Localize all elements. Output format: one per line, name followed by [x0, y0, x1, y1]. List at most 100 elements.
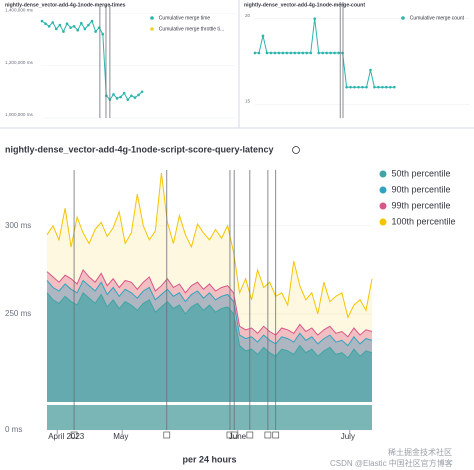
point: [269, 51, 273, 55]
annotation-marker: [163, 431, 171, 439]
y-tick-label: 1,400,000 ms: [5, 7, 34, 12]
point: [385, 85, 388, 89]
annotation-marker: [264, 431, 272, 439]
point: [257, 51, 261, 55]
line: [46, 291, 373, 359]
point: [261, 34, 265, 38]
annotation-marker: [246, 431, 254, 439]
point: [289, 51, 293, 55]
chart-title: nightly-dense_vector-add-4g-1node-merge-…: [5, 2, 126, 8]
legend-swatch: [401, 16, 405, 20]
point: [87, 23, 90, 27]
point: [115, 97, 119, 100]
point: [357, 85, 360, 89]
legend-label: 99th percentile: [392, 200, 451, 210]
point: [40, 19, 44, 23]
legend-swatch: [150, 27, 154, 31]
x-tick-label: May: [113, 432, 128, 441]
point: [126, 98, 130, 101]
x-axis-label: per 24 hours: [182, 454, 236, 464]
legend-swatch: [379, 186, 387, 194]
point: [317, 51, 321, 55]
point: [112, 93, 115, 96]
point: [301, 51, 305, 55]
legend-swatch: [379, 170, 387, 178]
point: [140, 90, 144, 94]
point: [58, 23, 62, 27]
x-tick-label: July: [341, 432, 355, 441]
point: [253, 51, 257, 55]
point: [309, 51, 313, 55]
point: [293, 51, 297, 55]
line: [46, 268, 373, 338]
point: [281, 51, 285, 55]
legend-label: Cumulative merge time: [159, 15, 211, 21]
point: [329, 51, 332, 55]
legend-swatch: [379, 202, 387, 210]
point: [137, 93, 140, 97]
point: [94, 30, 97, 33]
annotation-marker: [272, 431, 280, 439]
y-tick-label: 0 ms: [5, 425, 22, 434]
watermark: CSDN @Elastic 中国社区官方博客: [330, 458, 453, 468]
legend-label: 50th percentile: [392, 168, 451, 178]
point: [313, 17, 317, 20]
point: [297, 51, 301, 55]
point: [377, 85, 380, 89]
legend-swatch: [379, 218, 387, 226]
legend-label: Cumulative merge count: [410, 15, 465, 21]
point: [54, 27, 58, 31]
annotation-marker: [230, 431, 238, 439]
point: [76, 28, 80, 32]
point: [65, 22, 69, 26]
point: [373, 85, 376, 89]
point: [369, 68, 372, 72]
point: [353, 85, 356, 89]
line: [46, 279, 373, 347]
line: [46, 172, 373, 319]
info-icon[interactable]: [292, 146, 300, 154]
point: [83, 27, 87, 31]
watermark: 稀土掘金技术社区: [388, 447, 452, 457]
point: [361, 85, 364, 89]
point: [44, 22, 47, 26]
point: [321, 51, 324, 55]
point: [285, 51, 289, 55]
y-tick-label: 250 ms: [5, 309, 31, 318]
chart-title: nightly-dense_vector-add-4g-1node-script…: [5, 144, 274, 154]
chart-title: nightly-dense_vector-add-4g-1node-merge-…: [244, 2, 365, 8]
point: [101, 32, 105, 36]
point: [62, 30, 65, 33]
point: [273, 51, 277, 55]
legend-label: Cumulative merge throttle ti...: [159, 26, 224, 32]
point: [349, 85, 352, 89]
point: [72, 25, 76, 28]
point: [333, 51, 336, 55]
point: [305, 51, 309, 55]
point: [90, 19, 94, 23]
y-tick-label: 1,000,000 ms: [5, 112, 34, 117]
point: [365, 85, 368, 89]
point: [345, 85, 348, 89]
legend-label: 100th percentile: [392, 216, 456, 226]
point: [277, 51, 281, 55]
legend-swatch: [150, 16, 154, 20]
point: [337, 51, 340, 55]
point: [325, 51, 328, 55]
point: [119, 95, 122, 99]
area: [47, 292, 372, 402]
x-tick-label: April 2023: [48, 432, 85, 441]
y-tick-label: 20: [245, 13, 251, 18]
point: [130, 94, 133, 98]
y-tick-label: 15: [245, 99, 251, 104]
point: [381, 85, 384, 89]
annotation-marker: [70, 431, 78, 439]
point: [265, 51, 269, 55]
point: [80, 21, 83, 25]
point: [122, 91, 126, 95]
x-tick-label: June: [229, 432, 247, 441]
axis-break-strip: [47, 405, 372, 430]
point: [69, 26, 72, 29]
point: [47, 25, 51, 28]
